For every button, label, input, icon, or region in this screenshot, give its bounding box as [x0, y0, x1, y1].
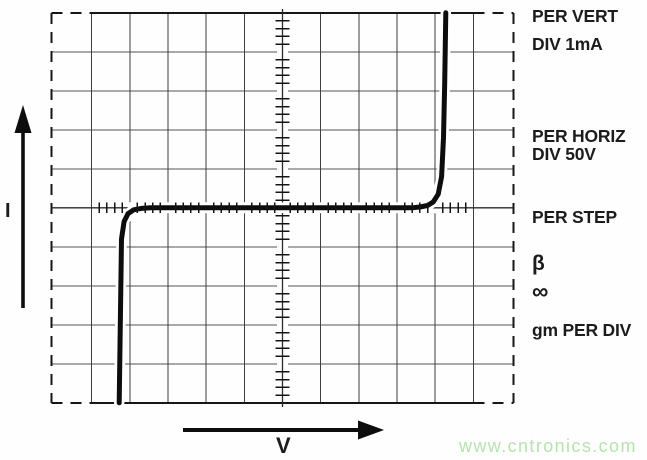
readout-horiz-div-value: DIV 50V	[532, 144, 596, 164]
i-axis-arrow	[14, 105, 32, 308]
minor-ticks	[98, 20, 467, 396]
v-axis-arrow	[183, 420, 384, 440]
vertical-axis-label: I	[5, 200, 11, 222]
iv-curve	[113, 7, 452, 409]
readout-per-vert: PER VERT	[532, 6, 618, 26]
readout-vert-div-value: DIV 1mA	[532, 34, 603, 54]
readout-per-horiz: PER HORIZ	[532, 126, 626, 146]
readout-gm-per-div: gm PER DIV	[532, 320, 632, 340]
readout-beta-value-infinity: ∞	[532, 278, 549, 304]
horizontal-axis-label: V	[276, 433, 291, 458]
readout-per-step: PER STEP	[532, 207, 617, 227]
readout-beta-symbol: β	[532, 252, 545, 275]
watermark-text: www.cntronics.com	[459, 436, 637, 456]
